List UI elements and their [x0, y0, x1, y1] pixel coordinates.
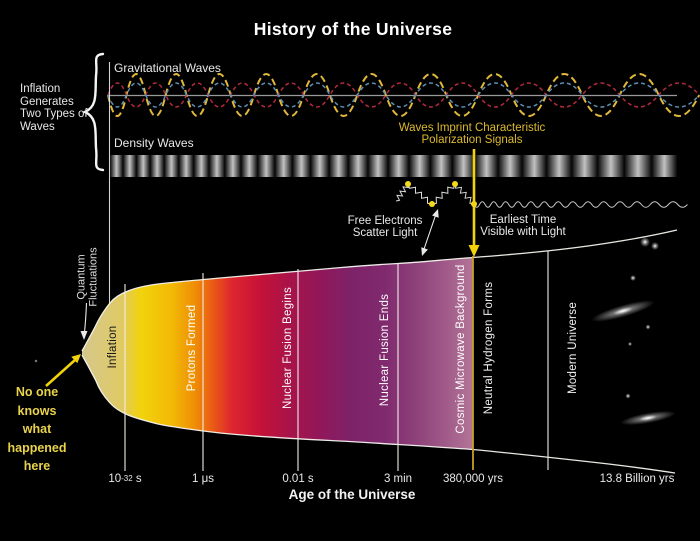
- free-electrons-line: Scatter Light: [352, 226, 418, 239]
- no-one-knows-note: No one knows what happened here: [7, 383, 66, 476]
- density-band: [571, 155, 598, 177]
- density-band: [624, 155, 652, 177]
- horn-top-outline: [81, 229, 678, 352]
- density-waves-strip: [110, 155, 677, 177]
- star: [628, 342, 632, 346]
- gravitational-waves-label: Gravitational Waves: [114, 61, 221, 75]
- density-band: [292, 155, 311, 177]
- star: [640, 237, 650, 247]
- page-title: History of the Universe: [253, 19, 453, 39]
- tick-label: 10-32 s: [108, 473, 142, 485]
- axis-title: Age of the Universe: [288, 487, 416, 502]
- star: [625, 393, 631, 399]
- horn-section-label-protons-formed: Protons Formed: [186, 304, 198, 392]
- density-band: [257, 155, 275, 177]
- gravitational-wave-red: [107, 82, 700, 108]
- earliest-time-line: Visible with Light: [480, 225, 566, 238]
- density-band: [310, 155, 330, 177]
- gravitational-wave-yellow: [107, 73, 700, 117]
- horn-section-label-nuclear-fusion-ends: Nuclear Fusion Ends: [379, 293, 391, 407]
- star: [630, 275, 636, 281]
- tick-label: 3 min: [383, 473, 413, 485]
- density-band: [409, 155, 431, 177]
- free-electrons-line: Free Electrons: [347, 215, 423, 227]
- density-band: [164, 155, 179, 177]
- density-band: [136, 155, 151, 177]
- tick-label: 380,000 yrs: [442, 473, 504, 485]
- free-electrons-arrow: [421, 209, 439, 256]
- inflation-generates-line: Inflation: [20, 83, 61, 95]
- no-one-knows-line: here: [23, 459, 51, 473]
- density-band: [241, 155, 258, 177]
- density-band: [329, 155, 349, 177]
- density-band: [274, 155, 293, 177]
- density-band: [193, 155, 209, 177]
- galaxy: [620, 410, 676, 426]
- density-band: [110, 155, 123, 177]
- horn-section-label-neutral-hydrogen-forms: Neutral Hydrogen Forms: [483, 281, 495, 415]
- polarization-note: Waves Imprint Characteristic Polarizatio…: [398, 122, 546, 146]
- density-band: [546, 155, 572, 177]
- quantum-line: Quantum: [75, 254, 88, 300]
- inflation-generates-line: Generates: [20, 95, 74, 108]
- polarization-arrow: [468, 149, 480, 257]
- star: [34, 359, 38, 363]
- horn-section-label-nuclear-fusion-begins: Nuclear Fusion Begins: [282, 287, 294, 409]
- electron-scattering-squiggle: [395, 183, 688, 208]
- scattering-spring: [395, 183, 475, 205]
- quantum-line: Fluctuations: [87, 247, 99, 307]
- free-electrons-note: Free Electrons Scatter Light: [347, 215, 423, 239]
- earliest-time-note: Earliest Time Visible with Light: [480, 214, 566, 238]
- horn-section-label-inflation: Inflation: [107, 325, 119, 369]
- density-band: [522, 155, 547, 177]
- density-band: [597, 155, 625, 177]
- density-band: [367, 155, 389, 177]
- density-band: [651, 155, 677, 177]
- density-band: [123, 155, 137, 177]
- gravitational-waves-plot: [107, 73, 700, 117]
- expansion-horn-fill: [82, 257, 473, 450]
- density-band: [224, 155, 241, 177]
- no-one-knows-line: what: [22, 422, 52, 436]
- no-one-knows-line: knows: [17, 403, 57, 418]
- inflation-generates-line: Waves: [20, 120, 55, 133]
- tick-label: 0.01 s: [282, 473, 314, 485]
- density-band: [348, 155, 368, 177]
- density-band: [209, 155, 225, 177]
- density-waves-label: Density Waves: [114, 136, 194, 150]
- no-one-knows-line: No one: [15, 385, 59, 399]
- horn-bottom-outline: [81, 354, 676, 474]
- horn-section-label-cosmic-microwave-background: Cosmic Microwave Background: [455, 264, 467, 434]
- earliest-time-line: Earliest Time: [489, 214, 557, 226]
- density-band: [474, 155, 499, 177]
- polarization-note-line: Waves Imprint Characteristic: [398, 122, 546, 134]
- density-band: [430, 155, 453, 177]
- polarization-note-line: Polarization Signals: [421, 133, 523, 146]
- density-band: [452, 155, 475, 177]
- inflation-generates-line: Two Types of: [20, 108, 88, 120]
- residual-wave: [473, 201, 688, 208]
- density-band: [178, 155, 194, 177]
- brace: [82, 52, 105, 172]
- quantum-fluctuations-label: Quantum Fluctuations: [75, 247, 100, 307]
- density-band: [388, 155, 409, 177]
- star: [645, 324, 651, 330]
- star: [651, 242, 659, 250]
- horn-section-label-modern-universe: Modern Universe: [567, 301, 579, 395]
- quantum-fluctuations-arrow: [80, 302, 88, 340]
- density-band: [150, 155, 165, 177]
- inflation-generates-label: Inflation Generates Two Types of Waves: [20, 83, 88, 133]
- no-one-knows-line: happened: [7, 440, 67, 455]
- modern-universe-starfield: [34, 237, 676, 426]
- tick-label: 1 μs: [192, 473, 214, 485]
- tick-label: 13.8 Billion yrs: [599, 473, 675, 485]
- galaxy: [591, 300, 655, 322]
- gravitational-wave-blue: [107, 82, 700, 108]
- density-band: [498, 155, 522, 177]
- no-one-knows-arrow: [45, 354, 81, 387]
